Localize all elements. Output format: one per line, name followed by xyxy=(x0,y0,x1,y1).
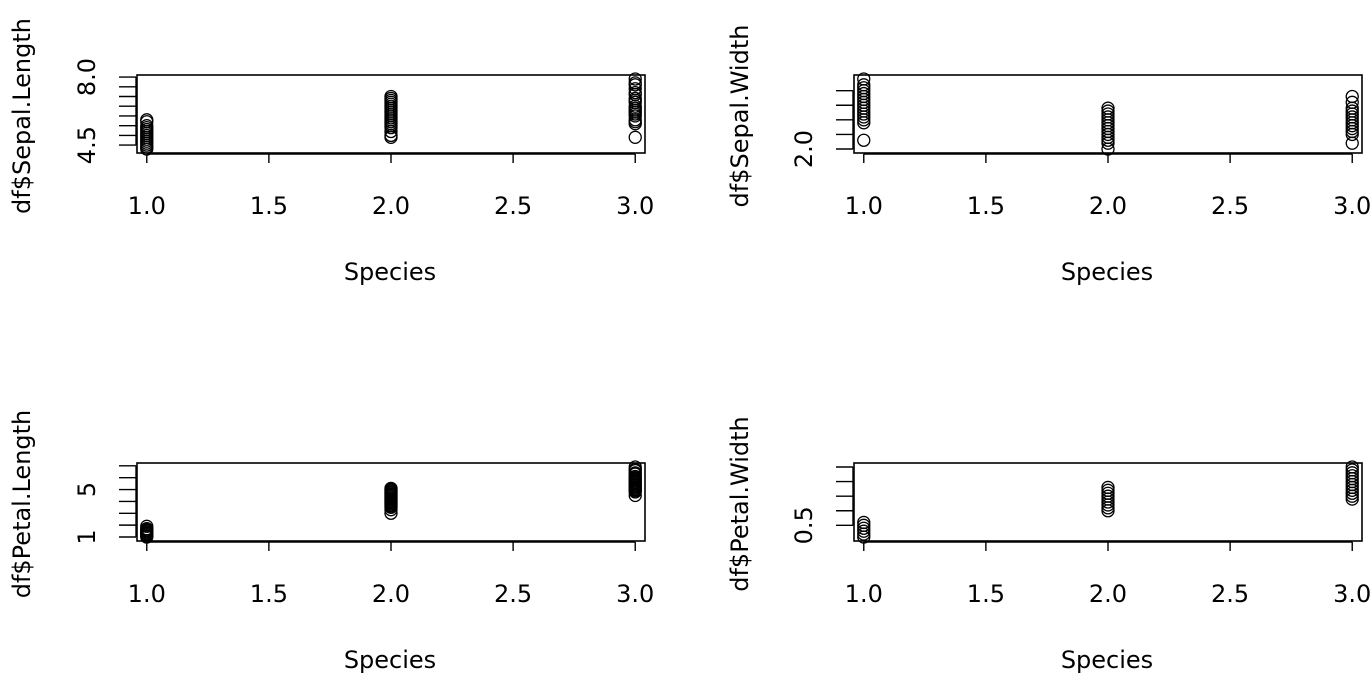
data-point xyxy=(1345,469,1359,483)
data-point xyxy=(1345,110,1359,124)
data-point xyxy=(1101,483,1115,497)
x-tick-label: 3.0 xyxy=(1333,192,1371,220)
data-point xyxy=(857,86,871,101)
data-point xyxy=(628,76,642,90)
x-axis-title: Species xyxy=(1061,646,1153,674)
x-tick-label: 2.5 xyxy=(494,192,532,220)
data-point xyxy=(857,133,871,147)
panel-1: 1.0 1.5 2.0 2.5 3.0 4.5 8.0 Species df$Sepal.Len… xyxy=(8,18,654,286)
data-point xyxy=(1345,466,1359,480)
x-tick-label: 2.0 xyxy=(1089,580,1127,608)
x-tick-label: 1.0 xyxy=(128,580,166,608)
y-axis-title: df$Petal.Length xyxy=(8,410,36,599)
y-axis-title: df$Sepal.Width xyxy=(726,25,754,208)
data-point xyxy=(1345,463,1359,477)
data-point xyxy=(140,113,154,127)
data-point xyxy=(628,85,642,100)
data-point xyxy=(1101,489,1115,503)
panel-4: 1.0 1.5 2.0 2.5 3.0 0.5 Species df$Petal.Width xyxy=(726,416,1371,674)
x-tick-label: 2.0 xyxy=(372,192,410,220)
data-point xyxy=(1101,480,1115,495)
data-point xyxy=(1101,107,1115,121)
data-point xyxy=(384,89,398,104)
data-point xyxy=(628,72,642,86)
data-point xyxy=(384,481,398,496)
x-tick-label: 2.5 xyxy=(1211,580,1249,608)
y-tick-label: 8.0 xyxy=(73,58,101,96)
y-tick-label: 5 xyxy=(73,482,101,497)
data-point xyxy=(857,72,871,86)
y-tick-label: 4.5 xyxy=(73,126,101,164)
x-tick-label: 1.5 xyxy=(250,580,288,608)
x-tick-label: 1.0 xyxy=(128,192,166,220)
plot-frame xyxy=(136,462,646,542)
x-axis-title: Species xyxy=(1061,258,1153,286)
x-tick-label: 1.0 xyxy=(845,580,883,608)
data-point xyxy=(628,82,642,96)
panel-3: 1.0 1.5 2.0 2.5 3.0 1 5 Species df$Petal.Length xyxy=(8,410,654,674)
x-tick-label: 2.5 xyxy=(494,580,532,608)
data-point xyxy=(857,518,871,532)
x-tick-label: 2.5 xyxy=(1211,192,1249,220)
x-tick-label: 1.5 xyxy=(967,192,1005,220)
y-tick-label: 0.5 xyxy=(790,506,818,544)
plot-frame xyxy=(853,462,1363,542)
plot-frame xyxy=(136,74,646,154)
data-point xyxy=(857,521,871,535)
x-tick-label: 1.5 xyxy=(967,580,1005,608)
x-tick-label: 3.0 xyxy=(616,580,654,608)
x-tick-label: 3.0 xyxy=(1333,580,1371,608)
data-point xyxy=(857,81,871,95)
data-point xyxy=(1101,101,1115,115)
data-point xyxy=(1101,486,1115,500)
data-point xyxy=(1345,95,1359,109)
x-tick-label: 3.0 xyxy=(616,192,654,220)
data-point xyxy=(1101,104,1115,118)
panel-2: 1.0 1.5 2.0 2.5 3.0 2.0 Species df$Sepal.Width xyxy=(726,25,1371,286)
x-axis-title: Species xyxy=(344,646,436,674)
data-point xyxy=(1345,89,1359,104)
data-point xyxy=(857,515,871,530)
data-point xyxy=(1345,104,1359,118)
data-point xyxy=(1345,460,1359,474)
data-point xyxy=(857,524,871,538)
data-point xyxy=(1101,110,1115,124)
x-tick-label: 1.5 xyxy=(250,192,288,220)
y-tick-label: 2.0 xyxy=(790,130,818,168)
x-tick-label: 2.0 xyxy=(1089,192,1127,220)
y-axis-title: df$Sepal.Length xyxy=(8,18,36,214)
x-tick-label: 1.0 xyxy=(845,192,883,220)
data-point xyxy=(628,91,642,106)
data-point xyxy=(140,519,154,533)
data-point xyxy=(628,460,642,474)
y-tick-label: 1 xyxy=(73,529,101,544)
plot-frame xyxy=(853,74,1363,154)
x-axis-title: Species xyxy=(344,258,436,286)
y-axis-title: df$Petal.Width xyxy=(726,416,754,591)
data-point xyxy=(857,78,871,92)
data-point xyxy=(140,119,154,133)
data-point xyxy=(628,130,642,144)
x-tick-label: 2.0 xyxy=(372,580,410,608)
